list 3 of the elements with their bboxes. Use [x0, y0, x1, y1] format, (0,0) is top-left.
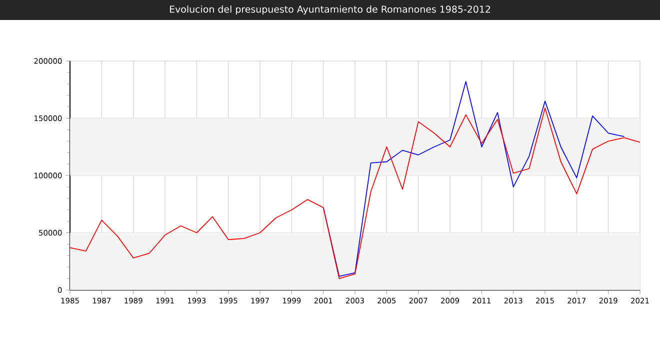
line-series: [70, 107, 640, 279]
line-series: [322, 81, 625, 277]
chart-title: Evolucion del presupuesto Ayuntamiento de Romanones 1985-2012: [170, 5, 490, 15]
